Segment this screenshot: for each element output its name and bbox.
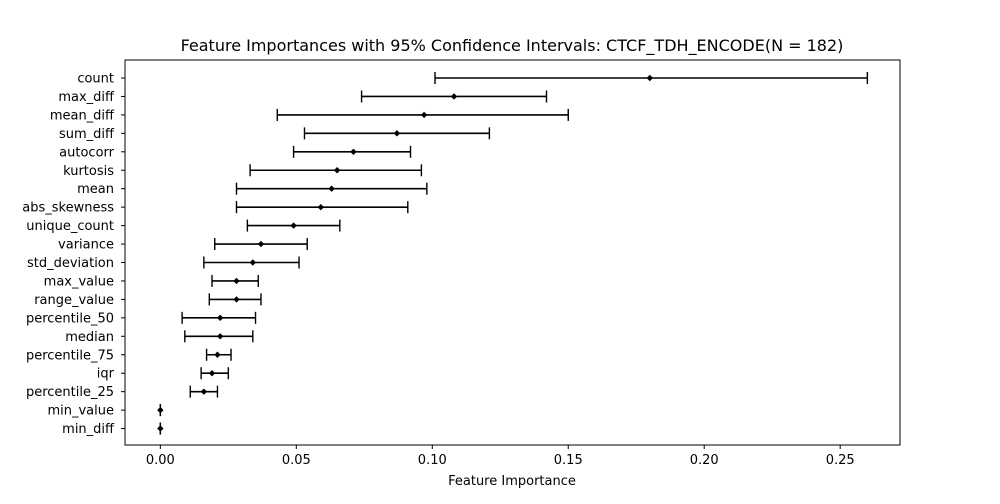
y-tick-label: unique_count	[26, 219, 114, 234]
y-tick-label: min_value	[47, 404, 114, 419]
data-point-min_diff	[157, 425, 164, 432]
data-point-percentile_25	[200, 388, 208, 395]
x-tick-label: 0.25	[826, 453, 855, 468]
data-marks	[157, 72, 869, 435]
y-tick-label: range_value	[34, 293, 114, 308]
data-point-sum_diff	[393, 130, 401, 137]
data-point-iqr	[208, 370, 216, 377]
y-tick-label: mean	[77, 182, 114, 197]
y-tick-label: autocorr	[59, 145, 114, 160]
y-tick-label: percentile_25	[26, 385, 114, 400]
x-tick-label: 0.10	[418, 453, 447, 468]
y-tick-label: iqr	[97, 367, 115, 382]
y-axis: count max_diff mean_diff sum_diff autocorr ku…	[22, 72, 125, 437]
x-tick-label: 0.15	[554, 453, 583, 468]
x-axis-label: Feature Importance	[448, 474, 576, 489]
chart-title: Feature Importances with 95% Confidence …	[181, 36, 844, 56]
x-tick-label: 0.20	[690, 453, 719, 468]
data-point-percentile_75	[214, 351, 221, 358]
data-point-max_value	[233, 277, 240, 285]
data-point-kurtosis	[333, 167, 341, 174]
y-tick-label: mean_diff	[50, 108, 115, 123]
data-point-max_diff	[450, 93, 458, 100]
data-point-unique_count	[290, 222, 297, 229]
data-point-abs_skewness	[317, 203, 324, 211]
y-tick-label: abs_skewness	[22, 201, 114, 216]
data-point-autocorr	[350, 148, 357, 155]
plot-frame	[124, 59, 901, 446]
x-axis: 0.00 0.05 0.10 0.15 0.20 0.25	[146, 445, 855, 468]
y-tick-label: variance	[58, 238, 114, 253]
data-point-mean_diff	[420, 111, 428, 119]
y-tick-label: kurtosis	[63, 164, 114, 179]
data-point-mean	[328, 185, 335, 192]
data-point-count	[646, 74, 654, 82]
y-tick-label: percentile_50	[26, 311, 114, 326]
data-point-min_value	[157, 406, 164, 414]
y-tick-label: count	[77, 72, 114, 87]
y-tick-label: min_diff	[62, 422, 115, 437]
data-point-variance	[257, 240, 265, 248]
data-point-median	[216, 333, 224, 340]
x-tick-label: 0.00	[146, 453, 175, 468]
x-tick-label: 0.05	[282, 453, 311, 468]
y-tick-label: std_deviation	[27, 256, 114, 271]
data-point-percentile_50	[216, 314, 224, 322]
y-tick-label: sum_diff	[59, 127, 115, 142]
y-tick-label: max_value	[44, 274, 114, 289]
data-point-range_value	[233, 296, 240, 303]
y-tick-label: median	[65, 330, 114, 345]
y-tick-label: percentile_75	[26, 348, 114, 363]
data-point-std_deviation	[249, 259, 257, 266]
y-tick-label: max_diff	[58, 90, 115, 105]
